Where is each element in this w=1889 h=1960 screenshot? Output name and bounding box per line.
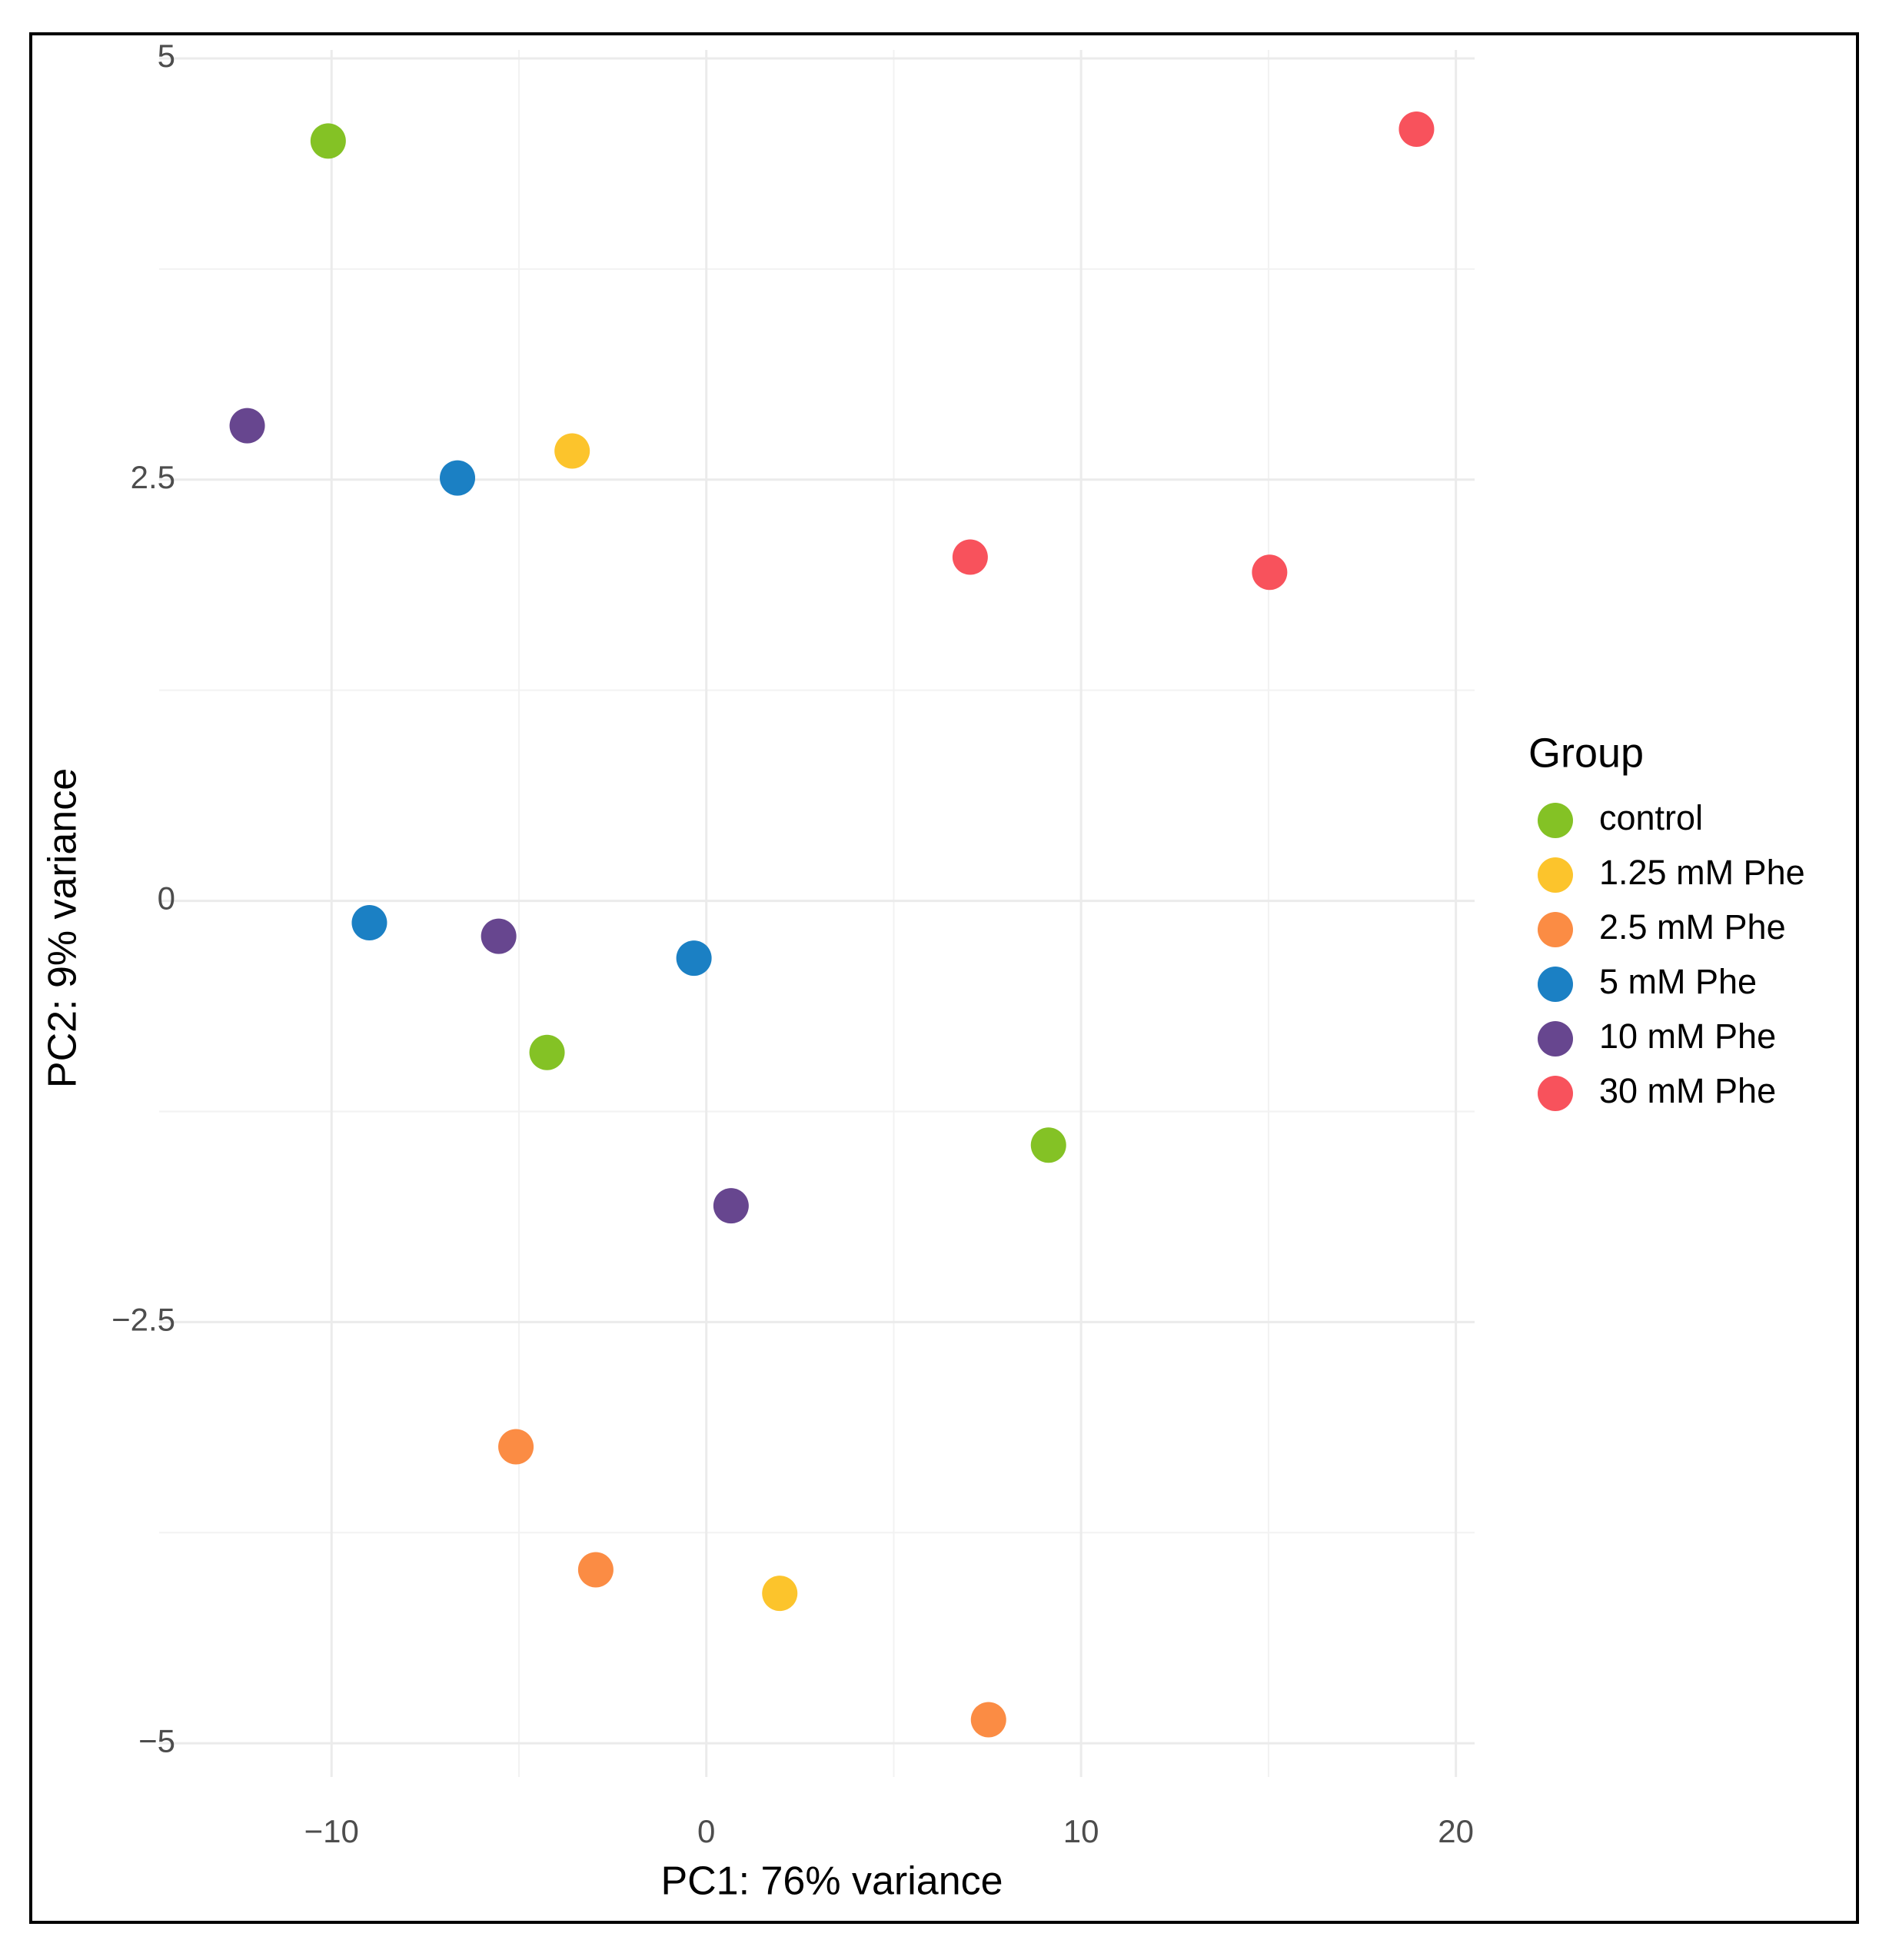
- y-tick-label: −5: [138, 1722, 175, 1759]
- legend-title: Group: [1528, 730, 1644, 776]
- point: [1398, 111, 1435, 147]
- point: [440, 460, 476, 496]
- point: [970, 1702, 1006, 1738]
- point: [952, 539, 988, 575]
- legend-label: 30 mM Phe: [1599, 1071, 1776, 1110]
- point: [351, 905, 387, 941]
- frame: [29, 32, 1859, 1924]
- legend-label: control: [1599, 798, 1703, 837]
- y-axis-title: PC2: 9% variance: [41, 768, 85, 1088]
- y-tick-label: −2.5: [111, 1301, 175, 1337]
- legend-label: 1.25 mM Phe: [1599, 853, 1805, 892]
- legend-label: 5 mM Phe: [1599, 962, 1757, 1001]
- point: [713, 1188, 749, 1224]
- legend-swatch: [1538, 967, 1573, 1002]
- point: [1252, 554, 1288, 591]
- x-tick-label: −10: [304, 1813, 359, 1849]
- x-tick-label: 0: [697, 1813, 715, 1849]
- legend-swatch: [1538, 912, 1573, 947]
- point: [1030, 1127, 1066, 1163]
- legend-label: 2.5 mM Phe: [1599, 907, 1786, 947]
- legend-swatch: [1538, 1076, 1573, 1111]
- legend-swatch: [1538, 1021, 1573, 1057]
- point: [577, 1552, 614, 1588]
- point: [676, 940, 712, 977]
- x-axis-title: PC1: 76% variance: [660, 1859, 1003, 1904]
- legend-label: 10 mM Phe: [1599, 1017, 1776, 1056]
- y-tick-label: 2.5: [131, 459, 175, 495]
- point: [310, 123, 346, 159]
- x-tick-label: 10: [1063, 1813, 1099, 1849]
- point: [554, 433, 590, 469]
- point: [481, 918, 517, 954]
- point: [762, 1576, 798, 1612]
- point: [529, 1034, 565, 1070]
- y-tick-label: 5: [158, 38, 175, 74]
- legend-swatch: [1538, 803, 1573, 838]
- point: [229, 408, 265, 444]
- y-tick-label: 0: [158, 880, 175, 917]
- legend-swatch: [1538, 857, 1573, 893]
- x-tick-label: 20: [1438, 1813, 1474, 1849]
- point: [498, 1429, 534, 1465]
